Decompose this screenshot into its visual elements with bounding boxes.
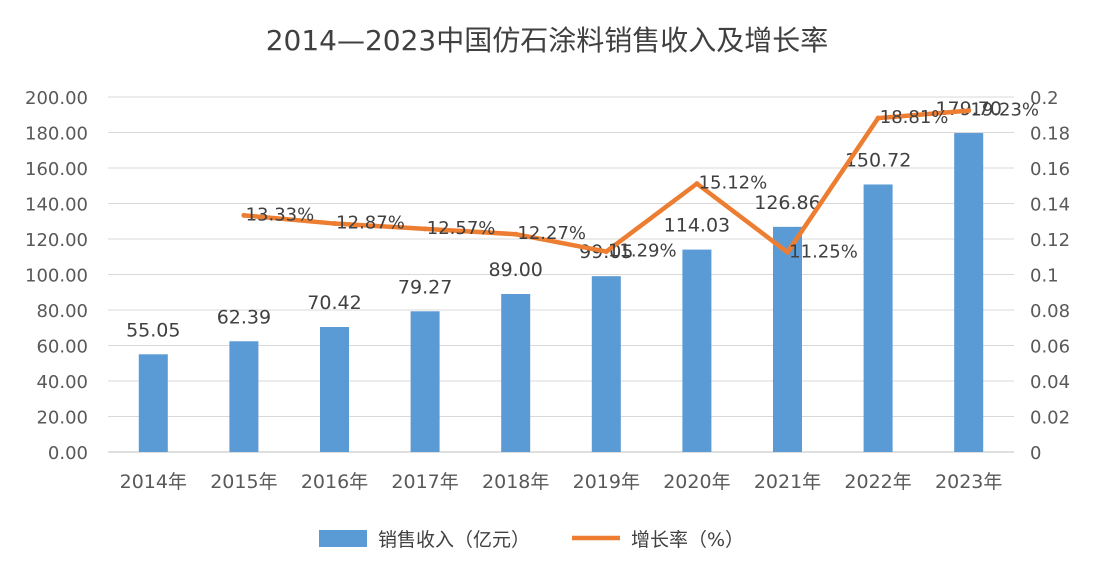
y-right-tick-label: 0.1 bbox=[1030, 266, 1059, 287]
bar-mark bbox=[320, 327, 349, 452]
line-point bbox=[241, 212, 247, 218]
x-tick-label: 2021年 bbox=[754, 471, 821, 493]
bar-data-label: 79.27 bbox=[398, 276, 452, 298]
legend-label: 增长率（%） bbox=[631, 529, 744, 551]
x-tick-label: 2017年 bbox=[391, 471, 458, 493]
bar-mark bbox=[229, 341, 259, 452]
y-left-tick-label: 60.00 bbox=[36, 337, 88, 358]
chart-title: 2014—2023中国仿石涂料销售收入及增长率 bbox=[266, 24, 829, 57]
y-left-tick-label: 0.00 bbox=[48, 443, 88, 464]
y-left-tick-label: 160.00 bbox=[25, 159, 88, 180]
line-data-label: 11.29% bbox=[608, 241, 677, 262]
bar-mark bbox=[954, 133, 984, 452]
y-left-tick-label: 120.00 bbox=[25, 230, 88, 251]
legend-bar-swatch bbox=[319, 530, 367, 547]
y-right-tick-label: 0.06 bbox=[1030, 337, 1070, 358]
line-point bbox=[513, 231, 519, 237]
y-right-tick-label: 0.18 bbox=[1030, 124, 1070, 145]
y-left-tick-label: 200.00 bbox=[25, 88, 88, 109]
y-right-tick-label: 0.08 bbox=[1030, 301, 1070, 322]
y-left-tick-label: 20.00 bbox=[36, 408, 88, 429]
bar-data-label: 62.39 bbox=[217, 306, 271, 328]
line-point bbox=[875, 115, 881, 121]
x-tick-label: 2016年 bbox=[301, 471, 368, 493]
line-data-label: 19.23% bbox=[970, 100, 1039, 121]
y-right-tick-label: 0.16 bbox=[1030, 159, 1070, 180]
line-data-label: 18.81% bbox=[880, 107, 949, 128]
y-left-tick-label: 40.00 bbox=[36, 372, 88, 393]
bar-data-label: 55.05 bbox=[126, 319, 180, 341]
bar-data-label: 126.86 bbox=[754, 192, 820, 214]
line-data-label: 13.33% bbox=[246, 204, 315, 225]
line-point bbox=[422, 226, 428, 232]
y-left-tick-label: 80.00 bbox=[36, 301, 88, 322]
y-right-tick-label: 0.2 bbox=[1030, 88, 1059, 109]
line-data-label: 15.12% bbox=[699, 173, 768, 194]
bar-mark bbox=[682, 249, 712, 452]
line-point bbox=[966, 108, 972, 114]
bar-mark bbox=[501, 294, 531, 452]
y-left-tick-label: 180.00 bbox=[25, 124, 88, 145]
x-tick-label: 2014年 bbox=[120, 471, 187, 493]
y-left-tick-label: 100.00 bbox=[25, 266, 88, 287]
x-tick-label: 2023年 bbox=[935, 471, 1002, 493]
bar-data-label: 70.42 bbox=[307, 292, 361, 314]
y-right-tick-label: 0.04 bbox=[1030, 372, 1070, 393]
line-point bbox=[332, 221, 337, 227]
y-right-tick-label: 0.12 bbox=[1030, 230, 1070, 251]
line-data-label: 12.87% bbox=[336, 213, 405, 234]
x-tick-label: 2019年 bbox=[573, 471, 640, 493]
y-left-tick-label: 140.00 bbox=[25, 195, 88, 216]
bar-mark bbox=[410, 311, 440, 452]
line-point bbox=[785, 249, 790, 255]
line-data-label: 12.27% bbox=[517, 223, 586, 244]
line-point bbox=[694, 181, 700, 187]
bar-mark bbox=[773, 226, 802, 452]
bar-mark bbox=[138, 354, 168, 452]
line-point bbox=[603, 249, 609, 255]
bar-mark bbox=[591, 276, 621, 452]
bar-data-label: 114.03 bbox=[664, 215, 730, 237]
legend: 销售收入（亿元） 增长率（%） bbox=[319, 529, 744, 551]
x-tick-label: 2015年 bbox=[210, 471, 277, 493]
bar-mark bbox=[863, 184, 893, 453]
y-right-tick-label: 0.14 bbox=[1030, 195, 1070, 216]
legend-label: 销售收入（亿元） bbox=[378, 529, 530, 551]
line-data-label: 12.57% bbox=[427, 218, 496, 239]
y-right-tick-label: 0 bbox=[1030, 443, 1041, 464]
line-data-label: 11.25% bbox=[789, 241, 858, 262]
x-tick-label: 2022年 bbox=[844, 471, 911, 493]
bar-data-label: 150.72 bbox=[845, 149, 911, 171]
x-tick-label: 2020年 bbox=[663, 471, 730, 493]
bar-data-label: 89.00 bbox=[488, 259, 542, 281]
x-tick-label: 2018年 bbox=[482, 471, 549, 493]
y-right-tick-label: 0.02 bbox=[1030, 408, 1070, 429]
